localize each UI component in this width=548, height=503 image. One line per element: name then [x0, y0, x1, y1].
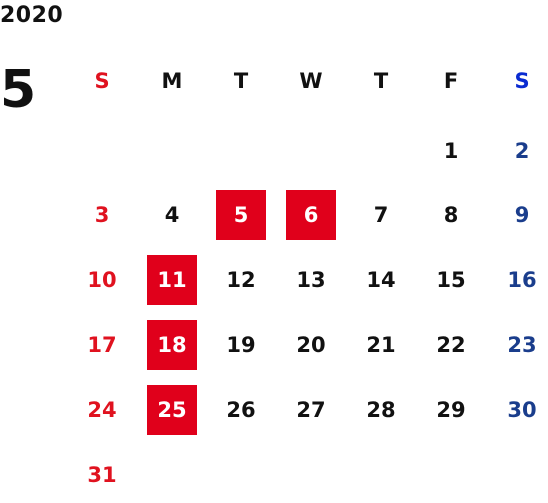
calendar-year: 2020: [0, 3, 64, 28]
weekday-header-thu: T: [373, 69, 389, 93]
calendar-day-24[interactable]: 24: [87, 398, 117, 422]
calendar-month: 5: [0, 60, 37, 120]
calendar-day-14[interactable]: 14: [366, 268, 396, 292]
calendar-day-9[interactable]: 9: [514, 203, 530, 227]
calendar-day-7[interactable]: 7: [373, 203, 389, 227]
calendar-day-28[interactable]: 28: [366, 398, 396, 422]
calendar-day-23[interactable]: 23: [507, 333, 537, 357]
weekday-header-fri: F: [443, 69, 459, 93]
calendar-day-17[interactable]: 17: [87, 333, 117, 357]
calendar-day-21[interactable]: 21: [366, 333, 396, 357]
calendar-day-2[interactable]: 2: [514, 139, 530, 163]
weekday-header-sat: S: [514, 69, 530, 93]
calendar-day-19[interactable]: 19: [226, 333, 256, 357]
calendar-day-31[interactable]: 31: [87, 463, 117, 487]
calendar-day-8[interactable]: 8: [443, 203, 459, 227]
calendar-day-30[interactable]: 30: [507, 398, 537, 422]
calendar-day-20[interactable]: 20: [296, 333, 326, 357]
weekday-header-tue: T: [233, 69, 249, 93]
calendar-day-10[interactable]: 10: [87, 268, 117, 292]
calendar-day-15[interactable]: 15: [436, 268, 466, 292]
calendar-day-12[interactable]: 12: [226, 268, 256, 292]
calendar-day-29[interactable]: 29: [436, 398, 466, 422]
calendar-day-3[interactable]: 3: [94, 203, 110, 227]
calendar-day-27[interactable]: 27: [296, 398, 326, 422]
calendar-day-5[interactable]: 5: [216, 190, 266, 240]
calendar-day-16[interactable]: 16: [507, 268, 537, 292]
calendar-day-26[interactable]: 26: [226, 398, 256, 422]
calendar-day-22[interactable]: 22: [436, 333, 466, 357]
calendar-day-18[interactable]: 18: [147, 320, 197, 370]
weekday-header-wed: W: [299, 69, 323, 93]
calendar-day-11[interactable]: 11: [147, 255, 197, 305]
calendar-day-4[interactable]: 4: [164, 203, 180, 227]
weekday-header-sun: S: [94, 69, 110, 93]
calendar-day-25[interactable]: 25: [147, 385, 197, 435]
weekday-header-mon: M: [161, 69, 183, 93]
calendar-day-6[interactable]: 6: [286, 190, 336, 240]
calendar-day-13[interactable]: 13: [296, 268, 326, 292]
calendar-day-1[interactable]: 1: [443, 139, 459, 163]
